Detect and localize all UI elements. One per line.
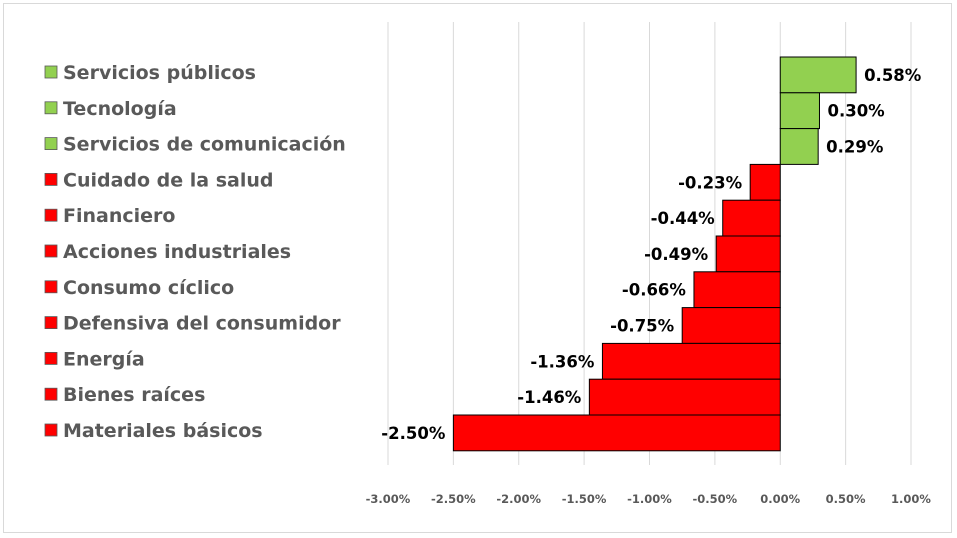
legend-swatch (44, 280, 58, 294)
category-label: Servicios de comunicación (63, 134, 346, 156)
data-label: -0.44% (651, 209, 716, 228)
bar (715, 235, 781, 273)
category-label: Servicios públicos (63, 62, 256, 84)
x-tick-label: 1.00% (891, 492, 931, 506)
data-label: 0.58% (864, 66, 922, 85)
data-label: -0.75% (610, 317, 675, 336)
x-tick-label: 0.50% (826, 492, 866, 506)
x-tick-label: -3.00% (366, 492, 411, 506)
legend-swatch (44, 172, 58, 186)
category-label: Bienes raíces (63, 384, 205, 406)
bar (722, 199, 781, 237)
bar (588, 378, 781, 416)
legend-swatch (44, 101, 58, 115)
bar (779, 128, 819, 165)
category-label: Defensiva del consumidor (63, 313, 341, 335)
legend-swatch (44, 208, 58, 222)
x-tick-label: -2.00% (496, 492, 541, 506)
legend-swatch (44, 351, 58, 365)
category-label: Financiero (63, 205, 175, 227)
legend-swatch (44, 423, 58, 437)
data-label: -0.49% (644, 245, 709, 264)
data-label: -0.23% (678, 173, 743, 192)
bar (681, 307, 781, 344)
data-label: -1.46% (517, 388, 582, 407)
category-label: Cuidado de la salud (63, 169, 274, 191)
category-label: Tecnología (63, 98, 177, 120)
legend-swatch (44, 244, 58, 258)
legend-swatch (44, 137, 58, 151)
x-tick-label: -1.50% (562, 492, 607, 506)
bar (601, 342, 781, 380)
bar (749, 163, 781, 201)
x-tick-label: -0.50% (693, 492, 738, 506)
bar (693, 271, 781, 309)
legend-swatch (44, 65, 58, 79)
data-label: 0.29% (826, 138, 884, 157)
data-label: -2.50% (381, 424, 446, 443)
category-label: Materiales básicos (63, 420, 263, 442)
legend-swatch (44, 316, 58, 330)
legend-swatch (44, 387, 58, 401)
data-label: -0.66% (622, 281, 687, 300)
bar (452, 414, 781, 452)
x-tick-label: 0.00% (760, 492, 800, 506)
bar (779, 92, 820, 130)
category-label: Consumo cíclico (63, 277, 234, 299)
data-label: 0.30% (827, 102, 885, 121)
x-tick-label: -2.50% (431, 492, 476, 506)
data-label: -1.36% (530, 352, 595, 371)
x-tick-label: -1.00% (627, 492, 672, 506)
category-label: Acciones industriales (63, 241, 291, 263)
category-label: Energía (63, 348, 145, 370)
bar (779, 56, 857, 94)
